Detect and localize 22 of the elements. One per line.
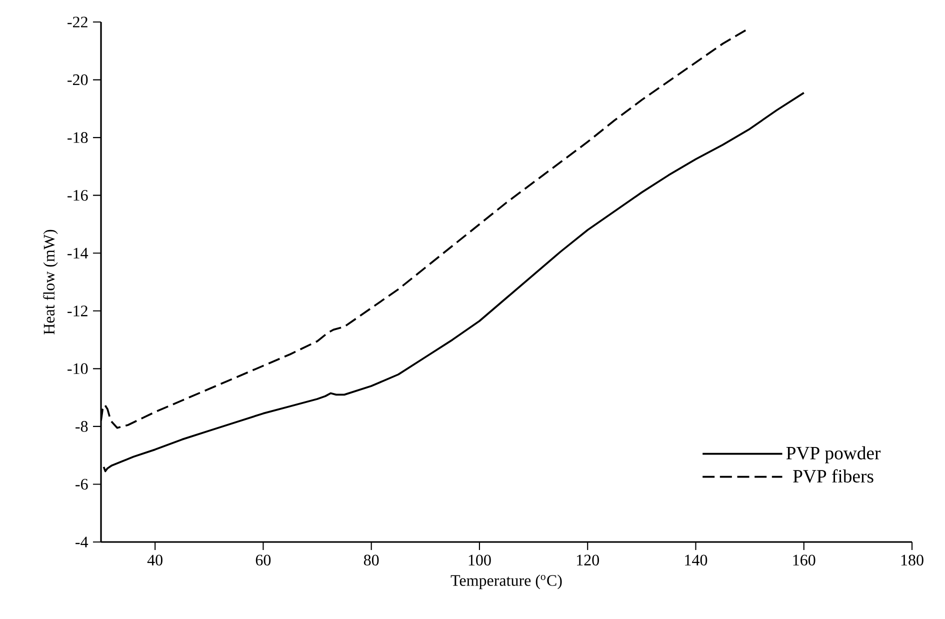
x-axis-title: Temperature ($^{o}$C): [450, 574, 562, 590]
y-tick-label: -4: [76, 536, 88, 548]
y-tick-label: -10: [68, 363, 88, 374]
x-tick-label: 40: [147, 554, 162, 566]
x-tick-label: 100: [468, 554, 491, 566]
y-tick-label: -6: [76, 478, 88, 490]
x-tick-label: 80: [364, 554, 379, 566]
y-tick-label: -22: [68, 16, 88, 28]
x-tick-label: 140: [685, 554, 708, 566]
y-tick-label: -8: [76, 421, 88, 432]
x-tick-label: 180: [901, 554, 924, 566]
y-tick-label: -14: [68, 248, 88, 258]
y-tick-label: -16: [68, 190, 88, 201]
x-tick-label: 60: [256, 554, 271, 566]
x-tick-label: 120: [577, 554, 599, 566]
y-axis-title: Heat flow (mW): [43, 230, 58, 334]
legend-label: PVP powder: [786, 446, 881, 464]
y-tick-label: -18: [68, 132, 88, 143]
y-tick-label: -20: [68, 74, 88, 86]
x-tick-label: 160: [793, 554, 816, 566]
y-tick-label: -12: [68, 306, 88, 316]
legend-label: PVP fibers: [793, 469, 874, 483]
